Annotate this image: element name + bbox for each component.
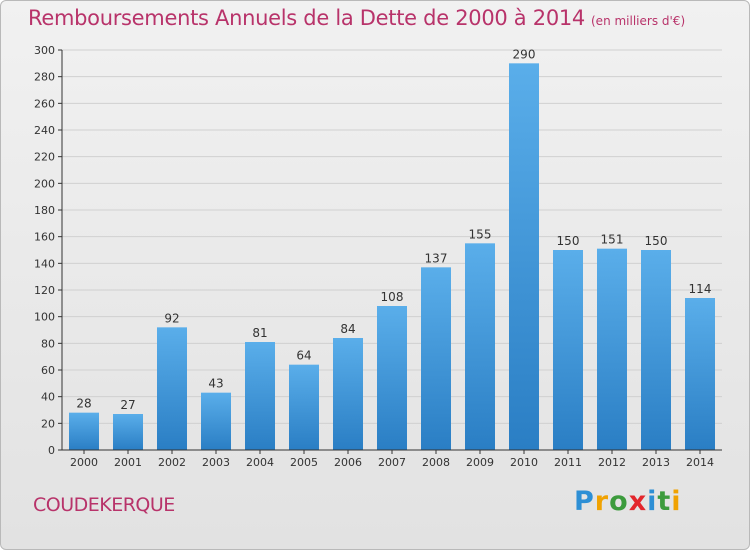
x-tick-label-2009: 2009	[466, 456, 494, 469]
bar-2004	[245, 342, 275, 450]
x-tick-label-2014: 2014	[686, 456, 714, 469]
y-tick-label: 240	[34, 124, 55, 137]
chart-title: Remboursements Annuels de la Dette de 20…	[28, 6, 685, 30]
data-label-2002: 92	[164, 311, 179, 325]
y-tick-label: 100	[34, 311, 55, 324]
x-tick-label-2011: 2011	[554, 456, 582, 469]
x-tick-label-2001: 2001	[114, 456, 142, 469]
logo-letter: P	[574, 486, 595, 517]
data-label-2005: 64	[296, 349, 311, 363]
y-tick-label: 180	[34, 204, 55, 217]
x-tick-label-2004: 2004	[246, 456, 274, 469]
bar-2009	[465, 243, 495, 450]
bar-2006	[333, 338, 363, 450]
x-tick-label-2012: 2012	[598, 456, 626, 469]
data-label-2008: 137	[425, 251, 448, 265]
logo-letter: i	[647, 486, 658, 517]
x-tick-label-2003: 2003	[202, 456, 230, 469]
x-tick-label-2013: 2013	[642, 456, 670, 469]
logo-letter: t	[657, 486, 672, 517]
data-label-2006: 84	[340, 322, 355, 336]
labels: 0 20 40 60 80 100 120 140 160 180 200 220 240 260 280 3…	[34, 44, 714, 469]
x-tick-label-2007: 2007	[378, 456, 406, 469]
data-label-2001: 27	[120, 398, 135, 412]
bars	[69, 63, 715, 450]
x-tick-label-2005: 2005	[290, 456, 318, 469]
y-tick-label: 140	[34, 257, 55, 270]
bar-2000	[69, 412, 99, 450]
data-label-2013: 150	[645, 234, 668, 248]
y-tick-label: 200	[34, 177, 55, 190]
x-tick-label-2006: 2006	[334, 456, 362, 469]
logo-letter: x	[628, 486, 648, 517]
proxiti-logo: Proxiti	[574, 486, 682, 517]
data-label-2009: 155	[469, 227, 492, 241]
y-tick-label: 80	[41, 337, 55, 350]
bar-2012	[597, 248, 627, 450]
logo-letter: o	[609, 486, 629, 517]
bar-2002	[157, 327, 187, 450]
y-tick-label: 120	[34, 284, 55, 297]
y-tick-label: 20	[41, 417, 55, 430]
y-tick-label: 40	[41, 391, 55, 404]
x-tick-label-2000: 2000	[70, 456, 98, 469]
data-label-2012: 151	[601, 233, 624, 247]
y-tick-label: 260	[34, 97, 55, 110]
x-tick-label-2008: 2008	[422, 456, 450, 469]
bar-2008	[421, 267, 451, 450]
bar-2011	[553, 250, 583, 450]
y-tick-label: 280	[34, 71, 55, 84]
data-label-2007: 108	[381, 290, 404, 304]
data-label-2004: 81	[252, 326, 267, 340]
bar-2014	[685, 298, 715, 450]
y-tick-label: 300	[34, 44, 55, 57]
logo-letter: r	[594, 486, 610, 517]
bar-2005	[289, 364, 319, 450]
data-label-2003: 43	[208, 377, 223, 391]
y-tick-label: 220	[34, 151, 55, 164]
y-tick-label: 0	[48, 444, 55, 457]
bar-2003	[201, 392, 231, 450]
bar-2013	[641, 250, 671, 450]
bar-2010	[509, 63, 539, 450]
data-label-2011: 150	[557, 234, 580, 248]
y-tick-label: 160	[34, 231, 55, 244]
bar-2007	[377, 306, 407, 450]
chart-title-text: Remboursements Annuels de la Dette de 20…	[28, 6, 585, 30]
y-tick-label: 60	[41, 364, 55, 377]
commune-name: COUDEKERQUE	[33, 494, 175, 516]
logo-letter: i	[671, 486, 682, 517]
x-tick-label-2010: 2010	[510, 456, 538, 469]
chart-subtitle: (en milliers d'€)	[591, 14, 686, 28]
x-tick-label-2002: 2002	[158, 456, 186, 469]
data-label-2010: 290	[513, 47, 536, 61]
bar-2001	[113, 414, 143, 450]
data-label-2014: 114	[689, 282, 712, 296]
axes	[58, 49, 722, 454]
data-label-2000: 28	[76, 397, 91, 411]
